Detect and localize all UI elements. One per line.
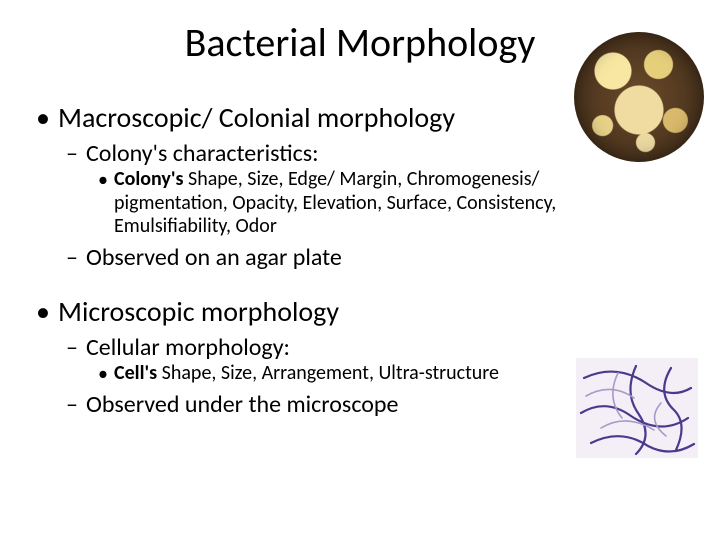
bullet-cellular-morphology: – Cellular morphology: • Cell's Shape, S… xyxy=(36,333,596,386)
bullet-macroscopic: • Macroscopic/ Colonial morphology – Col… xyxy=(36,100,596,272)
content-body: • Macroscopic/ Colonial morphology – Col… xyxy=(36,100,596,425)
bold-lead: Colony's xyxy=(114,167,188,191)
bullet-text: Colony's Shape, Size, Edge/ Margin, Chro… xyxy=(114,168,596,239)
bullet-glyph: • xyxy=(36,100,58,135)
bullet-glyph: • xyxy=(98,362,114,386)
bullet-text: Observed under the microscope xyxy=(86,390,596,419)
slide: Bacterial Morphology • Macroscopic/ Colo… xyxy=(0,0,720,540)
dash-glyph: – xyxy=(66,139,86,168)
bullet-text: Colony's characteristics: xyxy=(86,139,596,168)
bullet-text: Macroscopic/ Colonial morphology xyxy=(58,100,596,135)
dash-glyph: – xyxy=(66,390,86,419)
bullet-observed-agar: – Observed on an agar plate xyxy=(36,243,596,272)
bullet-text: Cellular morphology: xyxy=(86,333,596,362)
dash-glyph: – xyxy=(66,333,86,362)
bullet-cell-attrs: • Cell's Shape, Size, Arrangement, Ultra… xyxy=(36,362,596,386)
bullet-text: Cell's Shape, Size, Arrangement, Ultra-s… xyxy=(114,362,596,386)
bullet-colony-characteristics: – Colony's characteristics: • Colony's S… xyxy=(36,139,596,239)
bullet-colony-attrs: • Colony's Shape, Size, Edge/ Margin, Ch… xyxy=(36,168,596,239)
bullet-microscopic: • Microscopic morphology – Cellular morp… xyxy=(36,294,596,419)
rest-text: Shape, Size, Arrangement, Ultra-structur… xyxy=(162,361,499,385)
colony-plate-image xyxy=(574,32,704,162)
bullet-text: Microscopic morphology xyxy=(58,294,596,329)
bullet-glyph: • xyxy=(98,168,114,192)
bullet-observed-microscope: – Observed under the microscope xyxy=(36,390,596,419)
bullet-text: Observed on an agar plate xyxy=(86,243,596,272)
bullet-glyph: • xyxy=(36,294,58,329)
dash-glyph: – xyxy=(66,243,86,272)
microscope-image xyxy=(576,358,698,458)
bold-lead: Cell's xyxy=(114,361,162,385)
